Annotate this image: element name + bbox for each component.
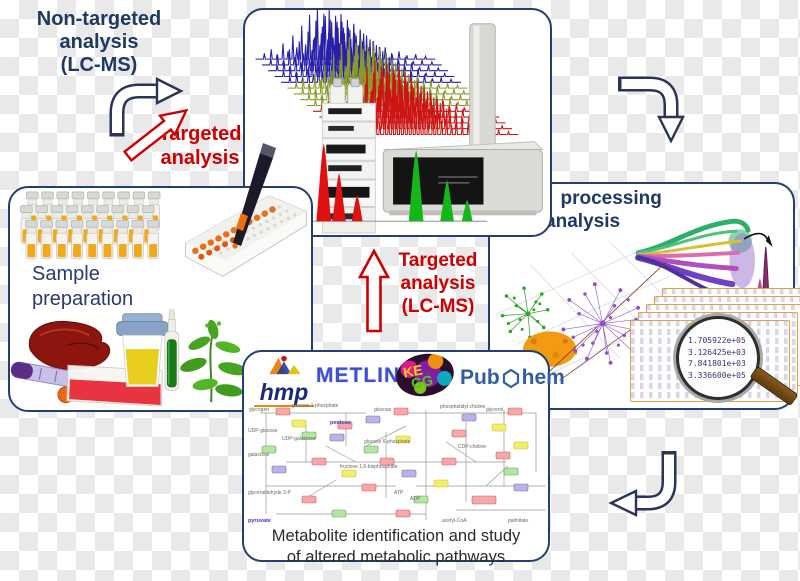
tg2-line1: Targeted xyxy=(398,250,478,271)
nt-line1: Non-targeted xyxy=(36,8,162,30)
metabolite-id-box: hmp METLIN KE GG Pub hem xyxy=(242,349,565,566)
mass-spectrometer xyxy=(382,23,544,216)
hmp-logo-icon xyxy=(269,355,301,375)
non-targeted-analysis-label: Non-targeted analysis (LC-MS) xyxy=(18,8,180,78)
flow-arrow-bottom-right xyxy=(608,451,677,517)
sample-label-line2: preparation xyxy=(32,288,134,310)
caption-line1: Metabolite identification and study xyxy=(271,527,521,545)
urine-cup xyxy=(116,313,169,387)
pathway-reaction-boxes xyxy=(261,407,529,518)
pathway-metabolite-labels: glycogen glucose 1-phosphate glucose pho… xyxy=(248,403,529,524)
feature-intensity-values: 1.705922e+05 3.126425e+03 7.841801e+03 3… xyxy=(688,335,746,381)
tg2-line3: (LC-MS) xyxy=(401,296,475,318)
network-cluster-purple xyxy=(541,262,684,381)
kegg-logo-text-bottom: GG xyxy=(409,371,435,392)
svg-text:pentose: pentose xyxy=(330,420,351,426)
targeted-analysis-label-top: Targeted analysis xyxy=(148,122,252,171)
intensity-value: 3.336600e+05 xyxy=(688,370,746,380)
hplc-module-stack xyxy=(321,102,376,234)
svg-text:fructose 1,6-bisphosphate: fructose 1,6-bisphosphate xyxy=(340,464,398,470)
sample-label-line1: Sample xyxy=(32,263,100,285)
svg-text:ATP: ATP xyxy=(394,490,404,496)
96-well-plate xyxy=(185,195,307,277)
tg2-line2: analysis xyxy=(400,273,476,295)
svg-text:glucose: glucose xyxy=(374,407,391,413)
network-cluster-green xyxy=(500,286,550,340)
svg-text:glycogen: glycogen xyxy=(249,407,269,413)
flow-arrow-top-right xyxy=(618,76,685,144)
sample-vials xyxy=(20,191,161,260)
database-logos: hmp METLIN KE GG Pub hem xyxy=(244,349,565,407)
pca-grid-lines xyxy=(496,242,702,377)
metlin-logo: METLIN xyxy=(316,364,401,387)
sample-preparation-label: Sample preparation xyxy=(32,262,133,312)
svg-text:glucose 1-phosphate: glucose 1-phosphate xyxy=(292,403,339,409)
data-processing-box: 1.705922e+05 3.126425e+03 7.841801e+03 3… xyxy=(488,182,800,410)
targeted-peaks xyxy=(310,143,488,222)
kegg-logo: KE GG xyxy=(392,349,458,401)
magnifier-icon: 1.705922e+05 3.126425e+03 7.841801e+03 3… xyxy=(676,316,760,400)
svg-text:palmitate: palmitate xyxy=(508,518,529,524)
metabolite-id-caption: Metabolite identification and study of a… xyxy=(244,526,548,567)
solvent-bottles xyxy=(329,78,364,106)
lcms-graphics xyxy=(254,10,544,234)
hmp-logo-text: hmp xyxy=(254,381,314,407)
pubchem-logo-suffix: hem xyxy=(521,366,565,389)
intensity-value: 1.705922e+05 xyxy=(688,336,746,345)
targeted-analysis-label-middle: Targeted analysis (LC-MS) xyxy=(380,249,496,319)
extracted-peak xyxy=(753,246,780,293)
svg-text:ADP: ADP xyxy=(410,496,421,502)
nt-line2: analysis xyxy=(59,31,139,54)
plant-sample xyxy=(180,319,248,403)
biological-samples xyxy=(10,309,248,407)
tg1-line1: Targeted xyxy=(158,123,242,145)
benzene-ring-icon xyxy=(502,368,519,388)
svg-text:glyceraldehyde 3-P: glyceraldehyde 3-P xyxy=(248,490,291,496)
svg-text:CDP-choline: CDP-choline xyxy=(458,444,486,450)
svg-text:UDP-glucose: UDP-glucose xyxy=(248,428,278,434)
nt-line3: (LC-MS) xyxy=(60,54,138,77)
metabolic-pathway-map: glycogen glucose 1-phosphate glucose pho… xyxy=(248,403,546,524)
svg-text:acetyl-CoA: acetyl-CoA xyxy=(442,518,467,524)
hmdb-logo: hmp xyxy=(254,354,314,407)
liver-sample xyxy=(28,320,111,371)
svg-text:glycerol: glycerol xyxy=(486,407,503,413)
svg-text:pyruvate: pyruvate xyxy=(248,518,271,524)
caption-line2: of altered metabolic pathways xyxy=(286,547,506,566)
pathway-edges xyxy=(260,410,546,520)
tg1-line2: analysis xyxy=(160,147,240,170)
svg-text:glucose 6-phosphate: glucose 6-phosphate xyxy=(364,439,411,445)
pubchem-logo-prefix: Pub xyxy=(460,366,500,389)
svg-text:UDP-galactose: UDP-galactose xyxy=(282,436,316,442)
peak-pointer-arrow xyxy=(743,232,773,247)
intensity-value: 7.841801e+03 xyxy=(688,359,746,369)
svg-text:phosphatidyl choline: phosphatidyl choline xyxy=(440,404,486,410)
green-ampoule xyxy=(164,309,180,391)
hplc-instrument xyxy=(321,78,376,234)
svg-text:galactose: galactose xyxy=(248,452,270,458)
pubchem-logo: Pub hem xyxy=(460,366,565,390)
intensity-value: 3.126425e+03 xyxy=(688,347,746,357)
